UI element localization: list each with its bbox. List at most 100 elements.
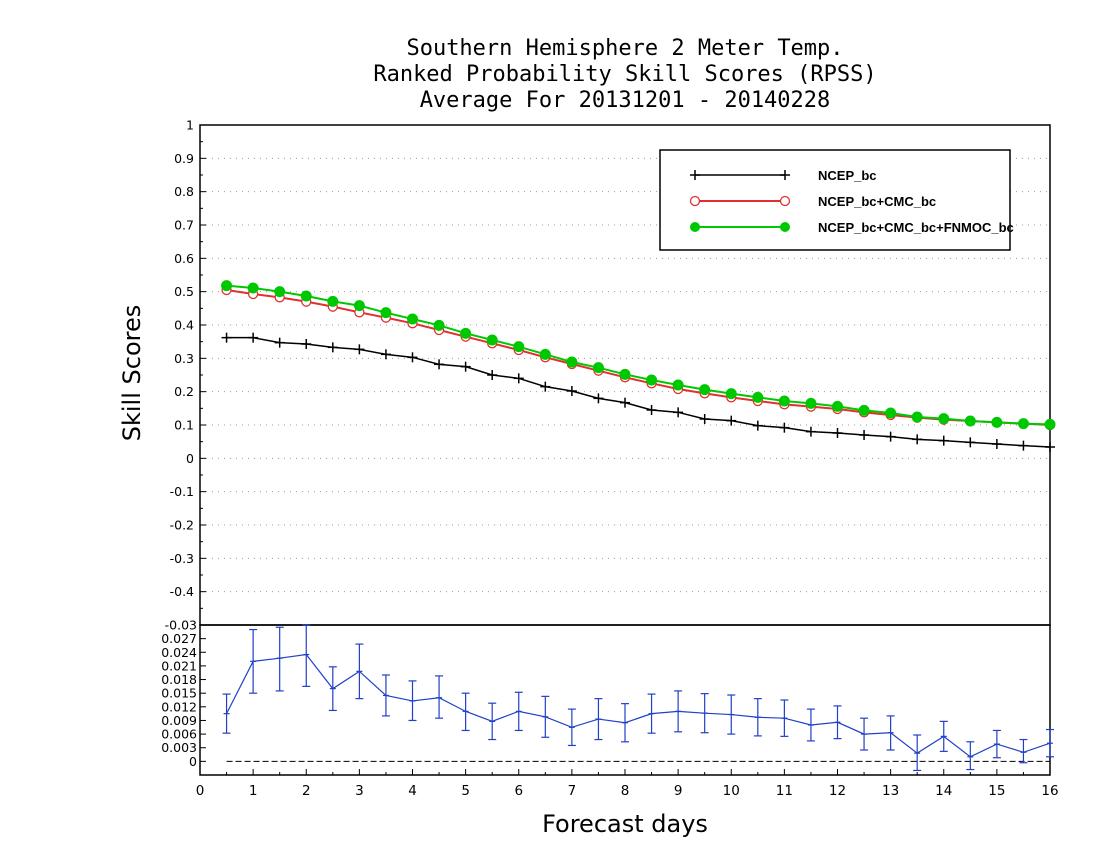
x-tick-label: 13: [882, 783, 899, 799]
series-0-point: [859, 430, 870, 440]
legend-label-0: NCEP_bc: [818, 168, 877, 183]
bottom-y-tick-label: 0.003: [161, 740, 197, 755]
bottom-plot-frame: [199, 624, 1051, 776]
y-tick-label: 0.8: [174, 184, 194, 199]
x-tick-label: 5: [461, 783, 470, 799]
series-2-point: [300, 290, 312, 302]
bottom-y-tick-label: 0.027: [161, 631, 197, 646]
series-0-point: [380, 349, 391, 360]
series-2-point: [699, 384, 711, 396]
series-0-point: [1018, 440, 1029, 451]
x-tick-label: 10: [723, 783, 740, 799]
y-tick-label: 0.2: [174, 384, 194, 399]
x-tick-label: 0: [196, 783, 205, 799]
series-2-point: [433, 319, 445, 331]
x-tick-label: 14: [935, 783, 952, 799]
legend-label-2: NCEP_bc+CMC_bc+FNMOC_bc: [818, 220, 1014, 235]
x-tick-label: 6: [514, 783, 523, 799]
chart-title-line-3: Average For 20131201 - 20140228: [419, 88, 831, 113]
series-0-point: [646, 405, 657, 415]
bottom-y-tick-label: 0.021: [161, 658, 197, 673]
series-0-point: [699, 414, 710, 424]
x-tick-label: 7: [568, 783, 577, 799]
x-tick-label: 2: [302, 783, 311, 799]
series-0-point: [805, 426, 816, 437]
y-tick-label: 0.3: [174, 351, 194, 366]
series-0-point: [540, 381, 551, 392]
series-2-point: [991, 416, 1003, 428]
series-0-point: [354, 344, 365, 355]
series-2-point: [513, 341, 525, 353]
series-line-2: [226, 284, 1051, 426]
series-2-point: [858, 404, 870, 416]
series-2-point: [380, 307, 392, 319]
legend-marker: [779, 195, 791, 207]
series-0-point: [248, 332, 259, 343]
series-2-point: [460, 327, 472, 339]
y-tick-label: 0.7: [174, 218, 194, 233]
series-2-point: [327, 295, 339, 307]
series-2-point: [964, 415, 976, 427]
series-2-point: [539, 348, 551, 360]
series-2-point: [911, 411, 923, 423]
series-0-point: [274, 337, 285, 348]
chart-title-line-2: Ranked Probability Skill Scores (RPSS): [373, 62, 877, 87]
chart-title-line-1: Southern Hemisphere 2 Meter Temp.: [406, 36, 844, 61]
difference-line: [226, 653, 1051, 758]
error-bar: [1019, 738, 1028, 764]
series-0-point: [513, 373, 524, 384]
x-tick-label: 8: [621, 783, 630, 799]
series-2-point: [672, 379, 684, 391]
series-2-point: [592, 362, 604, 374]
series-0-point: [991, 439, 1002, 449]
bottom-y-tick-label: 0.012: [161, 699, 197, 714]
series-2-point: [1044, 418, 1056, 430]
x-tick-label: 16: [1041, 783, 1058, 799]
error-bar: [435, 675, 444, 719]
series-0-point: [965, 437, 976, 448]
series-line-0: [226, 336, 1051, 448]
series-2-point: [407, 313, 418, 325]
bottom-y-tick-label: 0.015: [161, 686, 197, 701]
legend-marker: [689, 195, 701, 207]
series-0-point: [1045, 442, 1055, 452]
series-2-point: [805, 397, 817, 409]
x-tick-label: 4: [408, 783, 417, 799]
y-tick-label: 0.5: [174, 284, 194, 299]
series-0-point: [566, 386, 577, 396]
series-line-1: [226, 289, 1051, 426]
y-tick-label: -0.2: [170, 518, 194, 533]
series-0-point: [221, 332, 232, 343]
series-0-point: [407, 352, 418, 363]
series-0-point: [673, 407, 684, 418]
series-2-point: [938, 413, 950, 425]
bottom-y-tick-label: 0.009: [161, 713, 197, 728]
series-2-point: [885, 407, 897, 419]
series-2-point: [646, 374, 658, 386]
series-2-point: [778, 395, 790, 407]
bottom-y-tick-label: -0.03: [165, 618, 197, 633]
x-tick-label: 3: [355, 783, 364, 799]
series-2-point: [832, 400, 843, 412]
y-tick-label: 0.4: [174, 318, 194, 333]
x-tick-label: 11: [776, 783, 793, 799]
bottom-y-tick-label: 0.018: [161, 672, 197, 687]
x-tick-label: 9: [674, 783, 683, 799]
error-bar: [302, 624, 311, 687]
y-tick-label: 0: [186, 451, 194, 466]
x-axis-label: Forecast days: [542, 810, 708, 838]
series-0-point: [460, 361, 471, 372]
y-tick-label: 1: [186, 118, 194, 133]
series-0-point: [327, 342, 338, 353]
series-0-point: [752, 420, 763, 431]
series-2-point: [619, 368, 631, 380]
x-tick-label: 1: [249, 783, 258, 799]
y-tick-label: -0.3: [170, 551, 194, 566]
legend-label-1: NCEP_bc+CMC_bc: [818, 194, 936, 209]
series-0-point: [938, 435, 949, 446]
series-0-point: [912, 434, 923, 445]
y-tick-label: 0.9: [174, 151, 194, 166]
series-2-point: [752, 391, 764, 403]
y-tick-label: -0.1: [170, 484, 194, 499]
